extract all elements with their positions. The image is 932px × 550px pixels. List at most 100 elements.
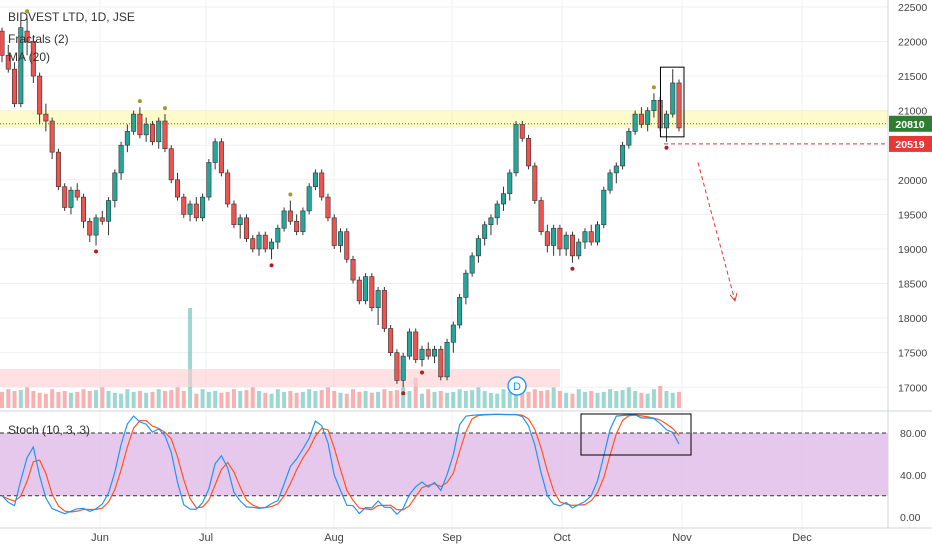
price-tick-label: 18000 (898, 313, 927, 325)
volume-bar (282, 391, 287, 408)
candle-body (532, 165, 538, 201)
candle-body (676, 82, 682, 129)
candle-body (24, 30, 30, 42)
volume-band (0, 369, 560, 387)
volume-bar (68, 392, 73, 408)
volume-bar (532, 389, 537, 408)
volume-bar (106, 391, 111, 408)
price-tick-label: 22000 (898, 36, 927, 48)
candle-body (463, 272, 469, 298)
volume-bar (526, 391, 531, 408)
volume-bar (288, 391, 293, 408)
volume-bar (300, 391, 305, 408)
candle-body (651, 99, 657, 111)
candle-body (551, 227, 557, 246)
volume-bar (413, 378, 418, 408)
volume-bar (257, 391, 262, 408)
candle-body (124, 131, 130, 146)
candle-body (168, 148, 174, 181)
volume-bar (87, 391, 92, 408)
candle-body (156, 120, 162, 143)
volume-bar (144, 392, 149, 408)
volume-bar (188, 308, 193, 408)
candle-body (563, 234, 569, 250)
candle-body (68, 189, 74, 208)
volume-bar (463, 391, 468, 408)
volume-bar (576, 389, 581, 408)
volume-bar (589, 391, 594, 408)
candle-body (62, 186, 68, 208)
volume-bar (112, 392, 117, 408)
volume-bar (200, 389, 205, 408)
volume-bar (551, 387, 556, 408)
volume-bar (451, 391, 456, 408)
candle-body (18, 27, 24, 105)
volume-bar (432, 391, 437, 408)
volume-bar (470, 390, 475, 408)
volume-bar (162, 391, 167, 408)
candle-body (381, 290, 387, 329)
volume-bar (651, 389, 656, 408)
price-tick-label: 19000 (898, 244, 927, 256)
candle-body (444, 342, 450, 378)
fractal-up (651, 85, 656, 90)
candle-body (419, 348, 425, 360)
candle-body (5, 55, 11, 70)
volume-bar (564, 392, 569, 408)
candle-body (87, 220, 93, 236)
volume-bar (457, 389, 462, 408)
candle-body (312, 172, 318, 188)
fractal-up (137, 99, 142, 104)
candle-body (400, 355, 406, 381)
volume-bars (0, 308, 681, 408)
volume-bar (626, 387, 631, 408)
candle-body (519, 124, 525, 139)
last-price-tag-bg (889, 115, 932, 132)
candlesticks (0, 17, 682, 388)
stoch-band (0, 432, 888, 496)
candle-body (93, 217, 99, 236)
volume-bar (75, 391, 80, 408)
volume-bar (614, 391, 619, 408)
projection-arrowhead (729, 292, 738, 302)
volume-bar (125, 389, 130, 408)
price-tick-label: 18500 (898, 279, 927, 291)
candle-body (394, 352, 400, 381)
volume-bar (294, 392, 299, 408)
volume-bar (357, 391, 362, 408)
candle-body (670, 82, 676, 115)
candle-body (369, 276, 375, 309)
volume-bar (363, 391, 368, 408)
candle-body (406, 331, 412, 357)
candle-body (218, 141, 224, 174)
candle-body (262, 234, 268, 250)
candle-body (356, 279, 362, 302)
candle-body (269, 241, 275, 250)
fractal-down (269, 263, 274, 268)
volume-bar (601, 391, 606, 408)
candle-body (206, 162, 212, 198)
candle-body (80, 196, 86, 222)
volume-bar (539, 391, 544, 408)
volume-bar (56, 391, 61, 408)
volume-bar (476, 387, 481, 408)
fractal-down (570, 266, 575, 271)
candle-body (12, 68, 18, 105)
price-tick-label: 21500 (898, 71, 927, 83)
fractal-down (401, 391, 406, 396)
candle-body (513, 124, 519, 174)
price-pane-background (0, 0, 888, 408)
volume-bar (100, 387, 105, 408)
volume-bar (620, 390, 625, 408)
candle-body (482, 224, 488, 239)
candle-body (325, 196, 331, 219)
price-tick-label: 19500 (898, 209, 927, 221)
candle-body (175, 179, 181, 198)
candle-body (287, 210, 293, 222)
candle-body (413, 331, 419, 360)
candle-body (638, 113, 644, 125)
candle-body (450, 324, 456, 343)
volume-bar (645, 393, 650, 408)
fractal-down (664, 145, 669, 150)
